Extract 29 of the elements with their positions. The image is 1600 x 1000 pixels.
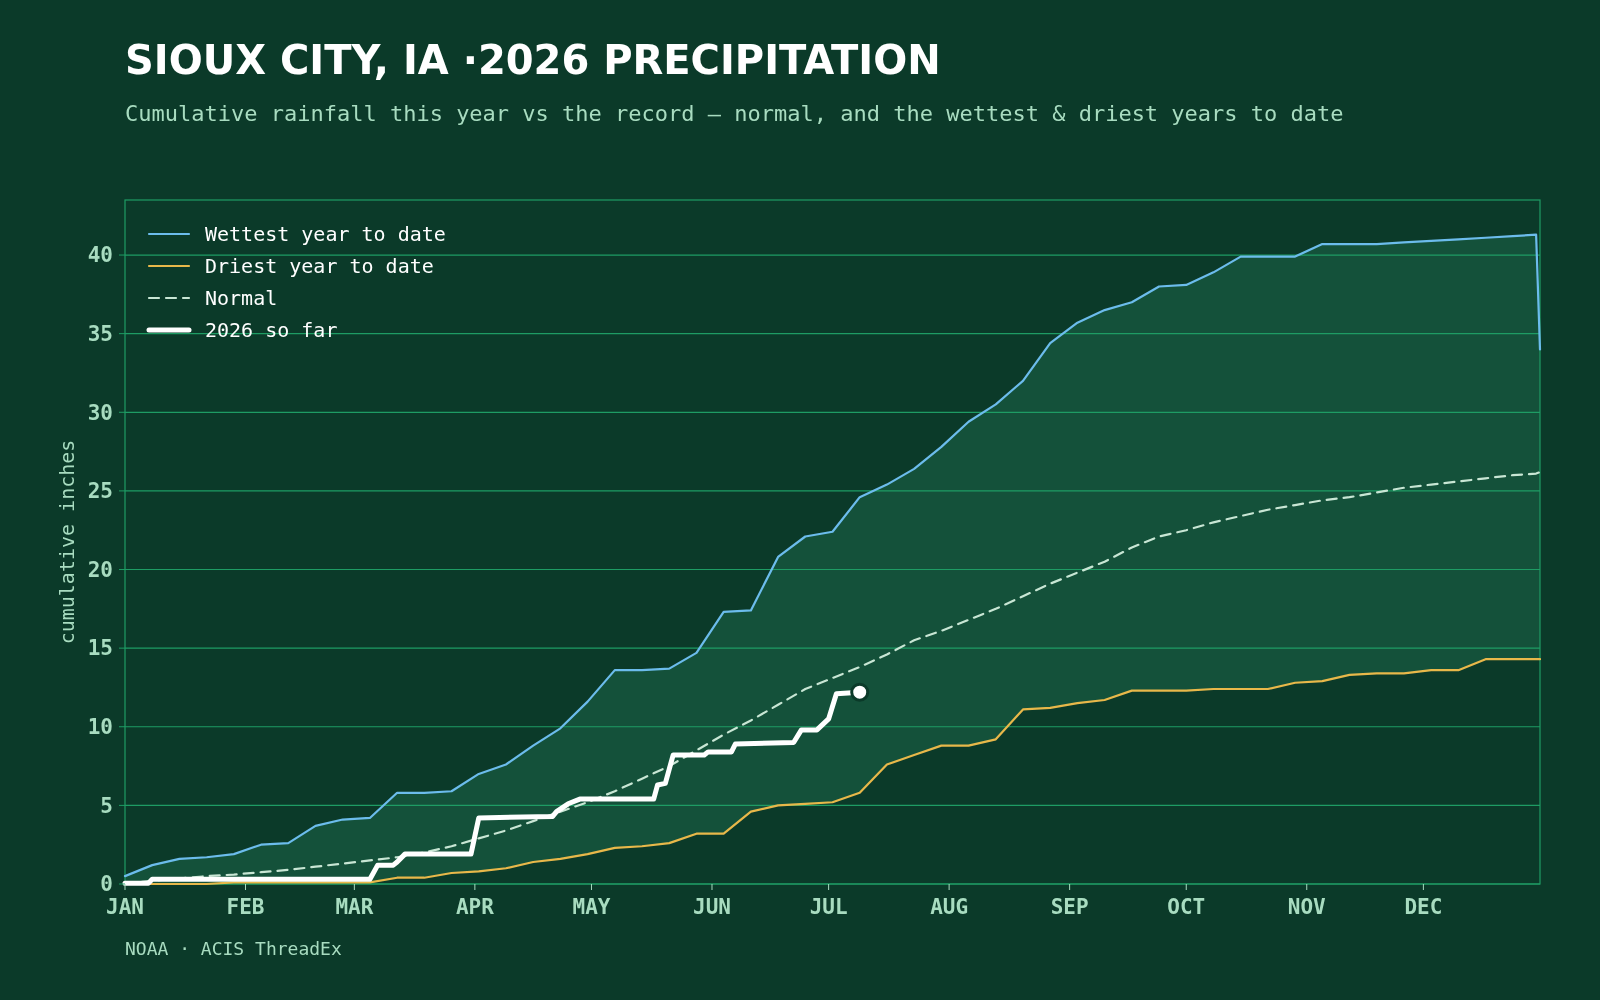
x-tick-label: JUL	[809, 895, 848, 919]
x-tick-label: JUN	[693, 895, 731, 919]
x-tick-label: NOV	[1287, 895, 1327, 919]
y-tick-label: 25	[87, 479, 113, 504]
y-tick-label: 35	[87, 322, 113, 347]
y-tick-label: 30	[87, 400, 113, 425]
y-axis-title: cumulative inches	[55, 439, 79, 645]
x-tick-label: APR	[455, 895, 495, 919]
y-tick-label: 10	[87, 715, 113, 740]
legend-label: Normal	[205, 286, 278, 310]
x-tick-label: OCT	[1167, 895, 1206, 919]
x-tick-label: SEP	[1050, 895, 1089, 919]
legend-label: Wettest year to date	[205, 222, 446, 246]
legend-label: 2026 so far	[205, 318, 338, 342]
x-tick-label: JAN	[106, 895, 144, 919]
x-tick-label: FEB	[226, 895, 265, 919]
y-tick-label: 0	[100, 872, 113, 897]
y-tick-label: 40	[87, 243, 113, 268]
y-tick-label: 20	[87, 557, 113, 582]
y-tick-label: 15	[87, 636, 113, 661]
x-tick-label: DEC	[1404, 895, 1443, 919]
x-tick-label: MAR	[335, 895, 374, 919]
text: NOAA · ACIS ThreadEx	[125, 938, 342, 959]
x-tick-label: MAY	[572, 895, 611, 919]
chart-title: SIOUX CITY, IA ·2026 PRECIPITATION	[125, 37, 941, 83]
x-tick-label: AUG	[930, 895, 969, 919]
chart-subtitle: Cumulative rainfall this year vs the record — normal, and the wettest & driest years to date	[125, 101, 1344, 126]
legend-label: Driest year to date	[205, 254, 434, 278]
y-tick-label: 5	[100, 793, 113, 818]
